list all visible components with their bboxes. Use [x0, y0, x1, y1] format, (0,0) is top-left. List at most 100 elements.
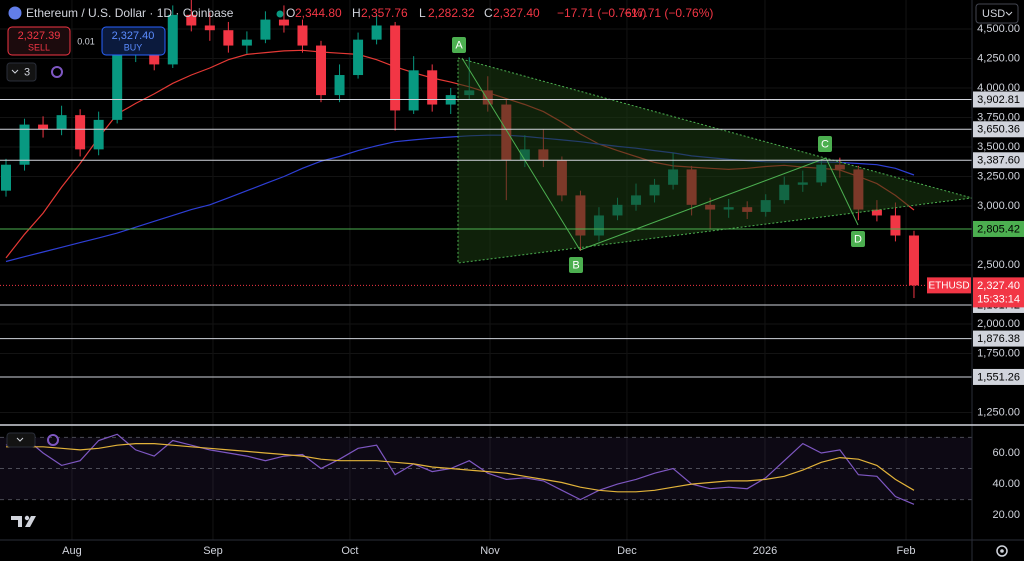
y-tick-label: 3,000.00: [977, 200, 1020, 212]
candle-body: [908, 235, 919, 286]
symbol-box: [927, 277, 971, 294]
level-label: 1,551.26: [977, 371, 1020, 383]
change: −17.71 (−0.76%): [557, 6, 646, 20]
x-tick-label: Dec: [617, 545, 637, 557]
last-price-box: [973, 277, 1024, 308]
buy-label[interactable]: BUY: [124, 42, 143, 52]
candle-body: [241, 39, 252, 46]
y-tick-label: 1,250.00: [977, 406, 1020, 418]
candle-body: [334, 75, 345, 96]
pattern-label-d: D: [851, 231, 865, 247]
ohlc-key: L: [419, 6, 426, 20]
level-label: 3,650.36: [977, 124, 1020, 136]
ohlc-value: 2,357.76: [361, 6, 408, 20]
x-tick-label: Oct: [341, 545, 358, 557]
pattern-label: C: [821, 138, 829, 150]
y-tick-label: 40.00: [992, 478, 1020, 490]
level-label: 3,387.60: [977, 155, 1020, 167]
candle-body: [223, 30, 234, 46]
ohlc-legend: O 2,344.80 H 2,357.76 L 2,282.32 C 2,327.40: [286, 6, 540, 20]
candle-body: [186, 14, 197, 26]
eth-icon: [8, 6, 22, 20]
y-tick-label: 3,750.00: [977, 111, 1020, 123]
candle-body: [353, 39, 364, 76]
sell-label[interactable]: SELL: [28, 42, 50, 52]
rsi-icon[interactable]: [47, 434, 59, 446]
x-tick-label: Aug: [62, 545, 82, 557]
candle-body: [408, 70, 419, 111]
y-tick-label: 3,500.00: [977, 141, 1020, 153]
candle-body: [56, 115, 67, 130]
candle-body: [1, 164, 11, 191]
ohlc-value: 2,344.80: [295, 6, 342, 20]
change: −17.71 (−0.76%): [624, 6, 713, 20]
y-tick-label: 20.00: [992, 509, 1020, 521]
ohlc-key: H: [352, 6, 361, 20]
level-label-box: [973, 220, 1024, 237]
rsi-line: [6, 443, 915, 493]
y-tick-label: 4,000.00: [977, 82, 1020, 94]
quantity: 0.01: [77, 36, 95, 46]
buy-price[interactable]: 2,327.40: [112, 30, 155, 42]
y-tick-label: 2,000.00: [977, 318, 1020, 330]
sell-price[interactable]: 2,327.39: [18, 30, 61, 42]
y-tick-label: 3,250.00: [977, 170, 1020, 182]
candle-body: [260, 19, 271, 40]
tradingview-logo: [11, 515, 36, 527]
indicator-icon[interactable]: [51, 66, 63, 78]
sell-button[interactable]: 2,327.39 SELL: [7, 26, 71, 56]
x-tick-label: Sep: [203, 545, 223, 557]
overlays: [0, 98, 972, 378]
currency[interactable]: USD: [982, 8, 1005, 20]
pattern-label: D: [854, 233, 862, 245]
level-label: 3,902.81: [977, 94, 1020, 106]
pattern-label: A: [455, 39, 463, 51]
level-label: 1,876.38: [977, 333, 1020, 345]
candle-body: [278, 19, 289, 26]
candle-body: [112, 54, 123, 120]
y-tick-label: 60.00: [992, 447, 1020, 459]
x-tick-label: Feb: [897, 545, 916, 557]
x-tick-label: Nov: [480, 545, 500, 557]
candle-body: [75, 115, 86, 150]
level-label-box: [973, 330, 1024, 347]
candle-body: [38, 124, 49, 130]
symbol-title: Ethereum / U.S. Dollar · 1D · Coinbase: [26, 6, 234, 20]
ohlc-key: O: [286, 6, 295, 20]
indicators-toggle[interactable]: 3: [6, 62, 37, 82]
x-tick-label: 2026: [753, 545, 777, 557]
buy-button[interactable]: 2,327.40 BUY: [101, 26, 166, 56]
level-label-box: [973, 91, 1024, 108]
ohlc-value: 2,327.40: [493, 6, 540, 20]
candle-body: [871, 209, 882, 216]
pattern-label: B: [572, 259, 579, 271]
ohlc-key: C: [484, 6, 493, 20]
candle-body: [390, 25, 401, 111]
y-tick-label: 4,250.00: [977, 52, 1020, 64]
countdown: 15:33:14: [977, 293, 1020, 305]
rsi-toggle[interactable]: [6, 432, 36, 448]
candle-body: [371, 25, 382, 40]
pattern-label-a: A: [452, 37, 466, 53]
market-status: [276, 10, 284, 18]
y-tick-label: 2,500.00: [977, 259, 1020, 271]
level-label-box: [973, 152, 1024, 169]
ohlc-value: 2,282.32: [428, 6, 475, 20]
settings-icon[interactable]: [996, 545, 1008, 557]
candle-body: [167, 14, 178, 65]
currency-select[interactable]: USD: [975, 3, 1019, 24]
level-label: 2,805.42: [977, 223, 1020, 235]
candle-body: [297, 25, 308, 46]
last-price-label: 2,327.40: [977, 280, 1020, 292]
pattern-label-b: B: [569, 257, 583, 273]
candle-body: [93, 119, 104, 150]
pattern-label-c: C: [818, 136, 832, 152]
axes: 1,250.00 1,750.00 2,000.00 2,500.00 3,000.00…: [62, 23, 1024, 557]
price-axis: [972, 0, 1024, 540]
candle-body: [890, 215, 901, 236]
abcd-zigzag: [461, 57, 859, 251]
indicators-count[interactable]: 3: [24, 66, 30, 78]
